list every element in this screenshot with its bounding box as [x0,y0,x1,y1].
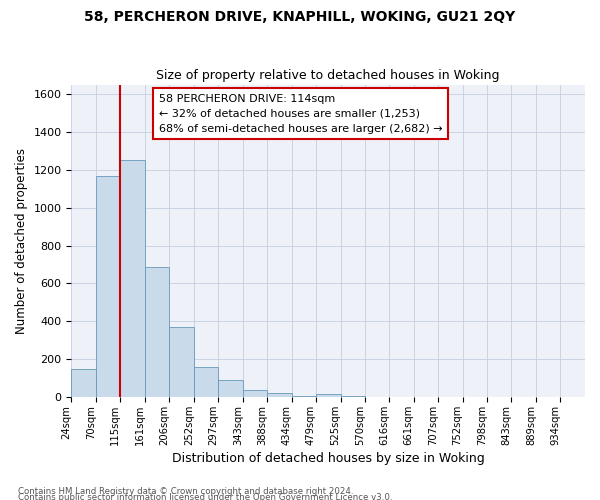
Bar [96,176,120,397]
Bar [292,396,316,397]
Text: Contains public sector information licensed under the Open Government Licence v3: Contains public sector information licen… [18,492,392,500]
Text: 58 PERCHERON DRIVE: 114sqm
← 32% of detached houses are smaller (1,253)
68% of s: 58 PERCHERON DRIVE: 114sqm ← 32% of deta… [159,94,442,134]
Bar [71,369,96,397]
Bar [267,393,292,397]
Text: 58, PERCHERON DRIVE, KNAPHILL, WOKING, GU21 2QY: 58, PERCHERON DRIVE, KNAPHILL, WOKING, G… [85,10,515,24]
Bar [243,390,267,397]
Bar [194,366,218,397]
Bar [145,266,169,397]
X-axis label: Distribution of detached houses by size in Woking: Distribution of detached houses by size … [172,452,485,465]
Bar [341,396,365,397]
Bar [218,380,243,397]
Bar [169,328,194,397]
Title: Size of property relative to detached houses in Woking: Size of property relative to detached ho… [157,69,500,82]
Bar [316,394,341,397]
Bar [120,160,145,397]
Text: Contains HM Land Registry data © Crown copyright and database right 2024.: Contains HM Land Registry data © Crown c… [18,487,353,496]
Y-axis label: Number of detached properties: Number of detached properties [15,148,28,334]
